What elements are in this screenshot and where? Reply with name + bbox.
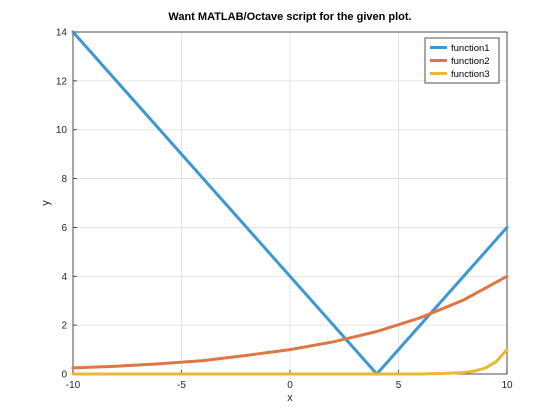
x-axis-label: x xyxy=(287,392,293,404)
series-lines xyxy=(71,30,509,376)
x-tick-label: 10 xyxy=(501,380,513,391)
axis-ticks: -10 -5 0 5 10 0 2 4 6 8 10 12 14 xyxy=(56,28,513,392)
y-tick-label: 6 xyxy=(61,223,67,234)
x-tick-label: -10 xyxy=(66,380,81,391)
y-axis-label: y xyxy=(40,200,52,206)
y-tick-label: 4 xyxy=(61,272,67,283)
series-line-function3 xyxy=(71,348,509,376)
x-tick-label: 0 xyxy=(287,380,293,391)
y-tick-label: 10 xyxy=(56,125,68,136)
legend-label: function2 xyxy=(451,56,490,67)
y-tick-label: 0 xyxy=(61,370,67,381)
legend-label: function1 xyxy=(451,43,490,54)
y-tick-label: 12 xyxy=(56,76,68,87)
y-tick-label: 2 xyxy=(61,321,67,332)
x-tick-label: -5 xyxy=(177,380,186,391)
x-tick-label: 5 xyxy=(396,380,402,391)
legend-box xyxy=(424,37,500,84)
series-line-function2 xyxy=(71,274,509,370)
legend-label: function3 xyxy=(451,69,490,80)
series-line-function1 xyxy=(71,30,509,376)
chart-title: Want MATLAB/Octave script for the given … xyxy=(168,11,411,23)
legend: function1 function2 function3 xyxy=(424,37,500,84)
y-tick-label: 14 xyxy=(56,28,68,39)
y-tick-label: 8 xyxy=(61,174,67,185)
